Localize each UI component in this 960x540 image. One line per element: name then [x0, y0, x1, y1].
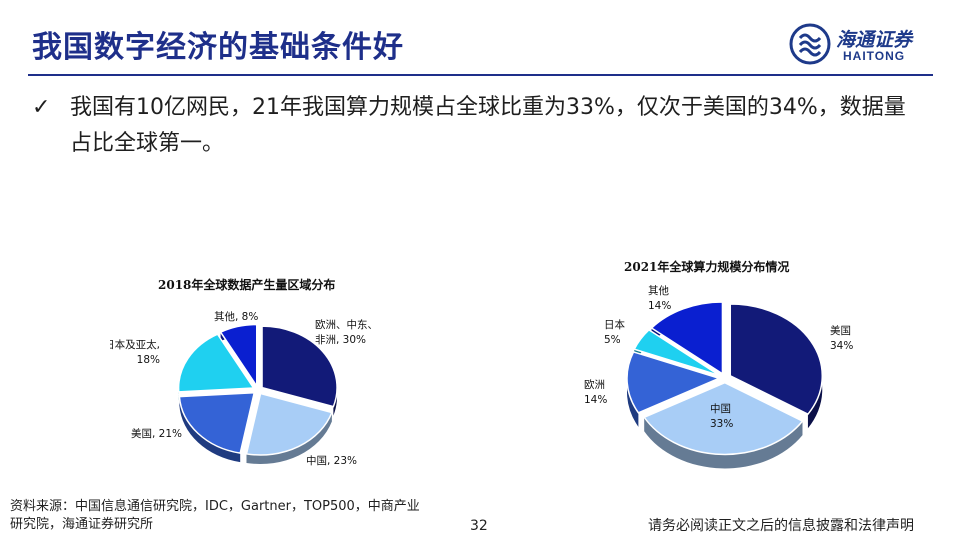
pie-slice-label-0: 美国 34% — [830, 324, 853, 352]
company-logo: 海通证券 HAITONG — [788, 22, 938, 66]
pie-slice-4 — [219, 323, 258, 389]
pie-slice-label-2: 欧洲 14% — [584, 379, 607, 406]
pie-slice-label-2: 美国, 21% — [131, 427, 182, 440]
pie-slice-label-3: 日本 5% — [604, 318, 625, 346]
title-divider — [28, 74, 933, 76]
haitong-logo-icon — [789, 23, 831, 65]
pie-slice-0 — [729, 303, 823, 416]
pie-slice-label-3: 日本及亚太,18% — [110, 338, 160, 366]
pie-slice-2 — [178, 391, 256, 454]
pie-slice-label-0: 欧洲、中东、非洲, 30% — [315, 318, 378, 346]
pie-slice-side-1 — [246, 412, 332, 465]
pie-slice-side-1 — [644, 417, 803, 469]
pie-slice-label-4: 其他 14% — [648, 284, 671, 312]
pie-slice-1 — [245, 392, 333, 456]
pie-chart-2018: 欧洲、中东、非洲, 30% 中国, 23% 美国, 21% 日本及亚太,18% 其他, … — [104, 310, 378, 467]
source-note: 资料来源：中国信息通信研究院，IDC，Gartner，TOP500，中商产业研究… — [10, 499, 420, 532]
logo-english-name: HAITONG — [843, 49, 906, 63]
pie-slice-1 — [643, 381, 804, 456]
logo-chinese-name: 海通证券 — [836, 29, 913, 51]
check-icon: ✓ — [32, 95, 51, 120]
pie-slice-3 — [177, 333, 255, 393]
chart-title-2018: 2018年全球数据产生量区域分布 — [158, 278, 336, 292]
chart-panel-2018: 2018年全球数据产生量区域分布 欧洲、中东、非洲, 30% 中国, 23% 美国,… — [104, 262, 470, 477]
page-number: 32 — [470, 518, 488, 534]
pie-slice-0 — [261, 325, 338, 408]
pie-slice-3 — [633, 328, 721, 377]
pie-slice-label-1: 中国 33% — [710, 402, 733, 430]
pie-slice-label-1: 中国, 23% — [306, 454, 357, 467]
chart-panel-2021: 2021年全球算力规模分布情况 美国 34% 中国 33% 欧洲 14% 日本 5% 其他 14% — [560, 248, 880, 480]
key-point-text: 我国有10亿网民，21年我国算力规模占全球比重为33%，仅次于美国的34%，数据… — [70, 95, 906, 156]
pie-slice-4 — [650, 301, 724, 376]
pie-slice-2 — [626, 350, 722, 414]
pie-slice-label-4: 其他, 8% — [214, 310, 258, 323]
page-title: 我国数字经济的基础条件好 — [32, 30, 404, 65]
chart-title-2021: 2021年全球算力规模分布情况 — [624, 260, 790, 274]
pie-slice-side-2 — [179, 396, 241, 463]
disclaimer-link[interactable]: 请务必阅读正文之后的信息披露和法律声明 — [648, 518, 914, 534]
pie-chart-2021: 美国 34% 中国 33% 欧洲 14% 日本 5% 其他 14% — [584, 284, 853, 469]
